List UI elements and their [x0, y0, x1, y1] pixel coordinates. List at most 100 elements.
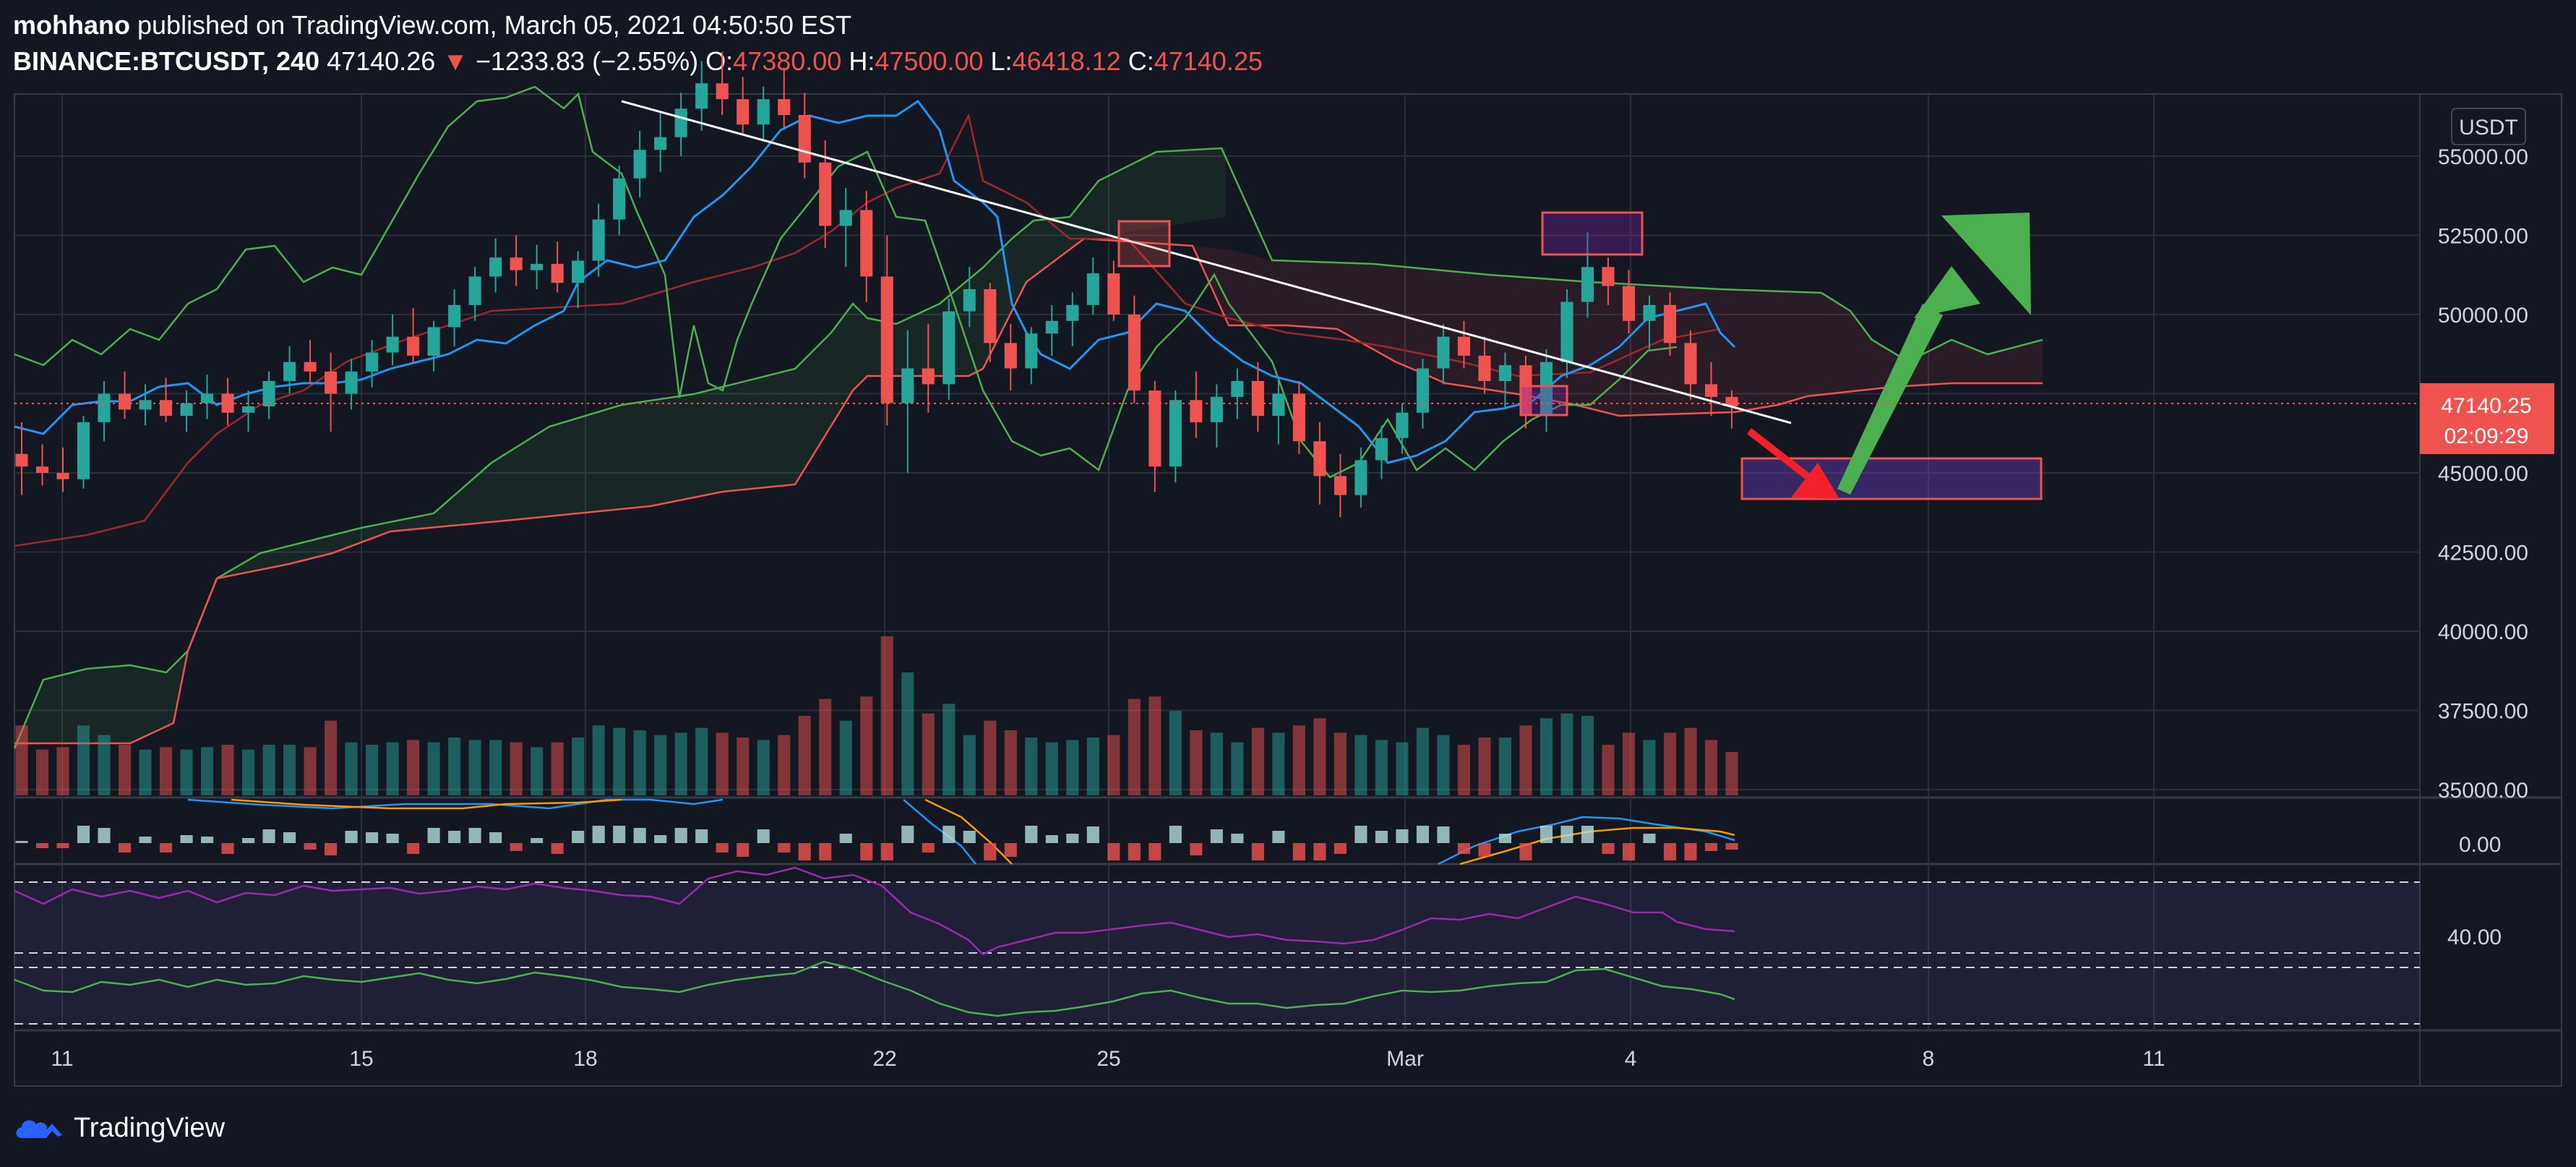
macd-histogram-bar — [345, 831, 358, 843]
macd-histogram-bar — [1231, 834, 1244, 843]
volume-bar — [1149, 696, 1162, 795]
macd-histogram-bar — [778, 843, 791, 852]
macd-histogram-bar — [716, 843, 729, 852]
time-tick-label: 8 — [1923, 1047, 1935, 1071]
candle-body — [201, 393, 214, 403]
volume-bar — [448, 738, 461, 795]
candle-body — [1292, 393, 1305, 442]
macd-histogram-bar — [35, 843, 49, 848]
tradingview-logo[interactable]: TradingView — [13, 1108, 225, 1148]
macd-histogram-bar — [1210, 829, 1223, 843]
volume-bar — [1498, 738, 1511, 795]
candle-body — [159, 400, 173, 416]
volume-bar — [839, 720, 852, 795]
highlight-box-1[interactable] — [1117, 220, 1171, 268]
macd-histogram-bar — [468, 828, 481, 843]
price-axis[interactable]: USDT 55000.0052500.0050000.0047500.00450… — [2438, 108, 2528, 803]
candle-body — [262, 380, 275, 407]
conversion-line-path — [14, 99, 1736, 464]
candle-body — [798, 115, 811, 163]
candle-body — [1231, 380, 1244, 397]
volume-bar — [1334, 732, 1347, 795]
candle-body — [1457, 336, 1470, 356]
candle-body — [674, 108, 687, 137]
rsi-pane — [14, 866, 2420, 1025]
volume-bar — [922, 713, 935, 795]
candle-body — [1622, 286, 1636, 321]
volume-bar — [1210, 732, 1223, 795]
candle-body — [118, 393, 132, 410]
candle-body — [551, 263, 564, 283]
open-label: O: — [705, 46, 734, 76]
volume-bar — [1540, 718, 1553, 795]
macd-histogram-bar — [1643, 834, 1656, 843]
volume-bar — [1292, 725, 1305, 795]
macd-histogram-bar — [1581, 826, 1594, 843]
currency-badge[interactable] — [2451, 108, 2526, 145]
red-arrow-icon[interactable] — [1746, 428, 1839, 499]
time-tick-label: 22 — [872, 1047, 896, 1071]
macd-histogram-bar — [77, 826, 90, 843]
macd-histogram-bar — [551, 843, 564, 854]
volume-bar — [407, 740, 420, 795]
highlight-box-3[interactable] — [1519, 385, 1568, 416]
candle-body — [778, 99, 791, 116]
trend-line[interactable] — [621, 100, 1792, 424]
macd-histogram-bar — [448, 831, 461, 843]
macd-histogram-bar — [159, 843, 173, 852]
volume-bar — [1457, 745, 1470, 795]
macd-histogram-bar — [1663, 843, 1677, 860]
volume-bar — [1354, 735, 1368, 795]
volume-bar — [1437, 735, 1450, 795]
candle-body — [1663, 304, 1677, 343]
green-arrow-icon[interactable] — [1837, 213, 2031, 495]
highlight-box-2[interactable] — [1541, 211, 1644, 256]
close-value: 47140.25 — [1154, 46, 1263, 76]
candle-body — [1602, 267, 1615, 286]
macd-histogram-bar — [1519, 843, 1532, 860]
macd-histogram-bar — [757, 829, 770, 843]
volume-bar — [56, 747, 69, 795]
macd-histogram-bar — [139, 837, 152, 843]
macd-histogram-bar — [15, 841, 28, 843]
volume-bar — [778, 735, 791, 795]
macd-histogram-bar — [1086, 826, 1099, 843]
high-value: 47500.00 — [875, 46, 984, 76]
volume-bar — [283, 745, 296, 795]
macd-histogram-bar — [674, 828, 687, 843]
candle-body — [56, 473, 69, 479]
volume-bar — [943, 704, 956, 795]
candle-body — [737, 99, 750, 125]
price-tick-label: 50000.00 — [2438, 304, 2528, 328]
volume-bar — [468, 740, 481, 795]
symbol-label[interactable]: BINANCE:BTCUSDT, 240 — [13, 46, 320, 76]
price-tick-label: 55000.00 — [2438, 145, 2528, 169]
volume-bar — [819, 698, 832, 795]
author-name[interactable]: mohhano — [13, 10, 130, 40]
candle-countdown: 02:09:29 — [2444, 424, 2529, 448]
publish-info: mohhano published on TradingView.com, Ma… — [13, 10, 851, 40]
time-tick-label: 18 — [573, 1047, 597, 1071]
candle-body — [242, 406, 255, 413]
tradingview-cloud-icon — [16, 1120, 62, 1138]
volume-bar — [98, 735, 111, 795]
macd-histogram-bar — [118, 843, 132, 852]
candle-body — [1190, 400, 1203, 422]
macd-histogram-bar — [1622, 843, 1636, 860]
macd-histogram-bar — [1416, 826, 1429, 843]
time-tick-label: 11 — [2142, 1047, 2165, 1071]
candle-body — [1540, 362, 1553, 416]
volume-bar — [880, 636, 893, 795]
candle-body — [613, 178, 626, 220]
chart-frame — [14, 93, 2562, 1087]
candle-body — [15, 453, 28, 467]
candle-body — [1416, 368, 1429, 413]
volume-bar — [139, 749, 152, 795]
time-axis[interactable]: 11 15 18 22 25 Mar 4 8 11 — [51, 1047, 2165, 1071]
candle-body — [35, 466, 49, 473]
volume-bar — [262, 745, 275, 795]
price-tick-label: 35000.00 — [2438, 779, 2528, 803]
macd-histogram-bar — [633, 828, 646, 843]
volume-bar — [1725, 752, 1738, 795]
